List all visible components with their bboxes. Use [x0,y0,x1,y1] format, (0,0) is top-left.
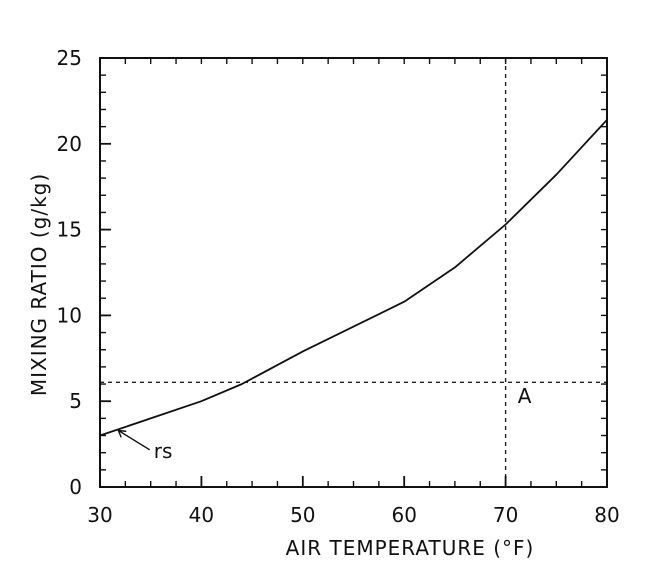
y-tick-label: 20 [57,132,82,156]
x-tick-label: 80 [594,503,619,527]
x-tick-label: 30 [87,503,112,527]
y-tick-label: 5 [69,389,82,413]
reference-lines [100,58,607,487]
x-tick-label: 60 [391,503,416,527]
plot-frame [99,57,608,488]
series-layer [99,119,608,437]
point-a-label: A [518,384,532,408]
x-tick-label: 70 [493,503,518,527]
rs-arrow-head [117,429,127,438]
series-line-rs [99,119,608,437]
y-tick-label: 15 [57,218,82,242]
annotations: Ars [117,384,532,463]
y-tick-label: 25 [57,46,82,70]
tick-labels: 30 40 50 60 70 80 0 5 10 15 20 25 AIR TEMPERATURE (°… [27,46,620,560]
y-tick-label: 10 [57,303,82,327]
y-tick-label: 0 [69,475,82,499]
x-tick-label: 50 [290,503,315,527]
y-axis-title: MIXING RATIO (g/kg) [27,173,51,396]
rs-arrow-shaft [117,429,151,451]
x-tick-label: 40 [189,503,214,527]
rs-curve-label: rs [154,439,173,463]
x-axis-title: AIR TEMPERATURE (°F) [286,536,535,560]
axes [99,57,608,488]
